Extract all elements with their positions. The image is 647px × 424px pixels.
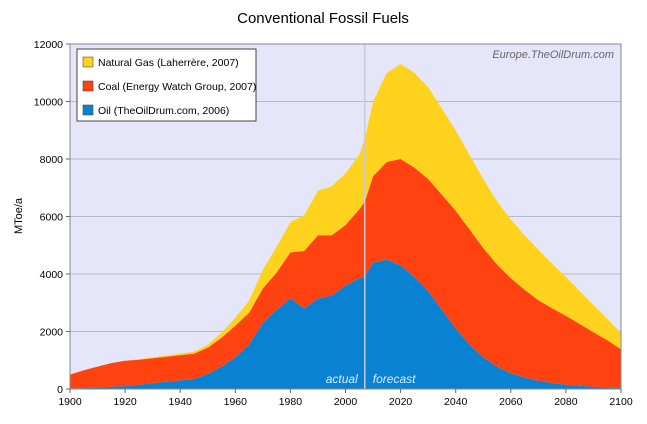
- y-tick-label: 4000: [40, 269, 64, 281]
- y-tick-label: 10000: [34, 97, 63, 109]
- legend-label: Natural Gas (Laherrère, 2007): [98, 57, 239, 69]
- y-tick-label: 8000: [40, 154, 64, 166]
- x-tick-label: 1980: [279, 396, 303, 408]
- chart-title: Conventional Fossil Fuels: [237, 10, 409, 27]
- y-tick-label: 12000: [34, 39, 63, 51]
- y-axis-ticks: 0 2000 4000 6000 8000 10000 12000: [34, 39, 70, 396]
- y-tick-label: 0: [57, 384, 63, 396]
- legend-label: Coal (Energy Watch Group, 2007): [98, 81, 256, 93]
- actual-label: actual: [326, 372, 358, 386]
- area-series-1: [70, 159, 621, 389]
- y-tick-label: 6000: [40, 212, 64, 224]
- x-tick-label: 2080: [554, 396, 578, 408]
- x-tick-label: 1900: [58, 396, 82, 408]
- forecast-label: forecast: [373, 372, 416, 386]
- legend-swatch: [82, 80, 94, 92]
- legend: Natural Gas (Laherrère, 2007) Coal (Energ…: [76, 48, 257, 122]
- legend-swatch: [82, 56, 94, 68]
- x-tick-label: 1940: [169, 396, 193, 408]
- x-axis-ticks: 1900 1920 1940 1960 1980 2000 2020 2040 2060 2080…: [58, 389, 633, 408]
- area-series-2: [70, 64, 621, 375]
- x-tick-label: 2100: [609, 396, 633, 408]
- x-tick-label: 1960: [224, 396, 248, 408]
- area-series-0: [70, 259, 621, 389]
- y-tick-label: 2000: [40, 327, 64, 339]
- y-axis-label: MToe/a: [13, 197, 25, 234]
- x-tick-label: 2020: [389, 396, 413, 408]
- legend-swatch: [82, 104, 94, 116]
- watermark-text: Europe.TheOilDrum.com: [492, 49, 614, 61]
- x-tick-label: 2040: [444, 396, 468, 408]
- legend-box: [76, 48, 257, 122]
- stacked-areas: [70, 64, 621, 389]
- legend-label: Oil (TheOilDrum.com, 2006): [98, 105, 229, 117]
- x-tick-label: 1920: [113, 396, 137, 408]
- x-tick-label: 2060: [499, 396, 523, 408]
- x-tick-label: 2000: [334, 396, 358, 408]
